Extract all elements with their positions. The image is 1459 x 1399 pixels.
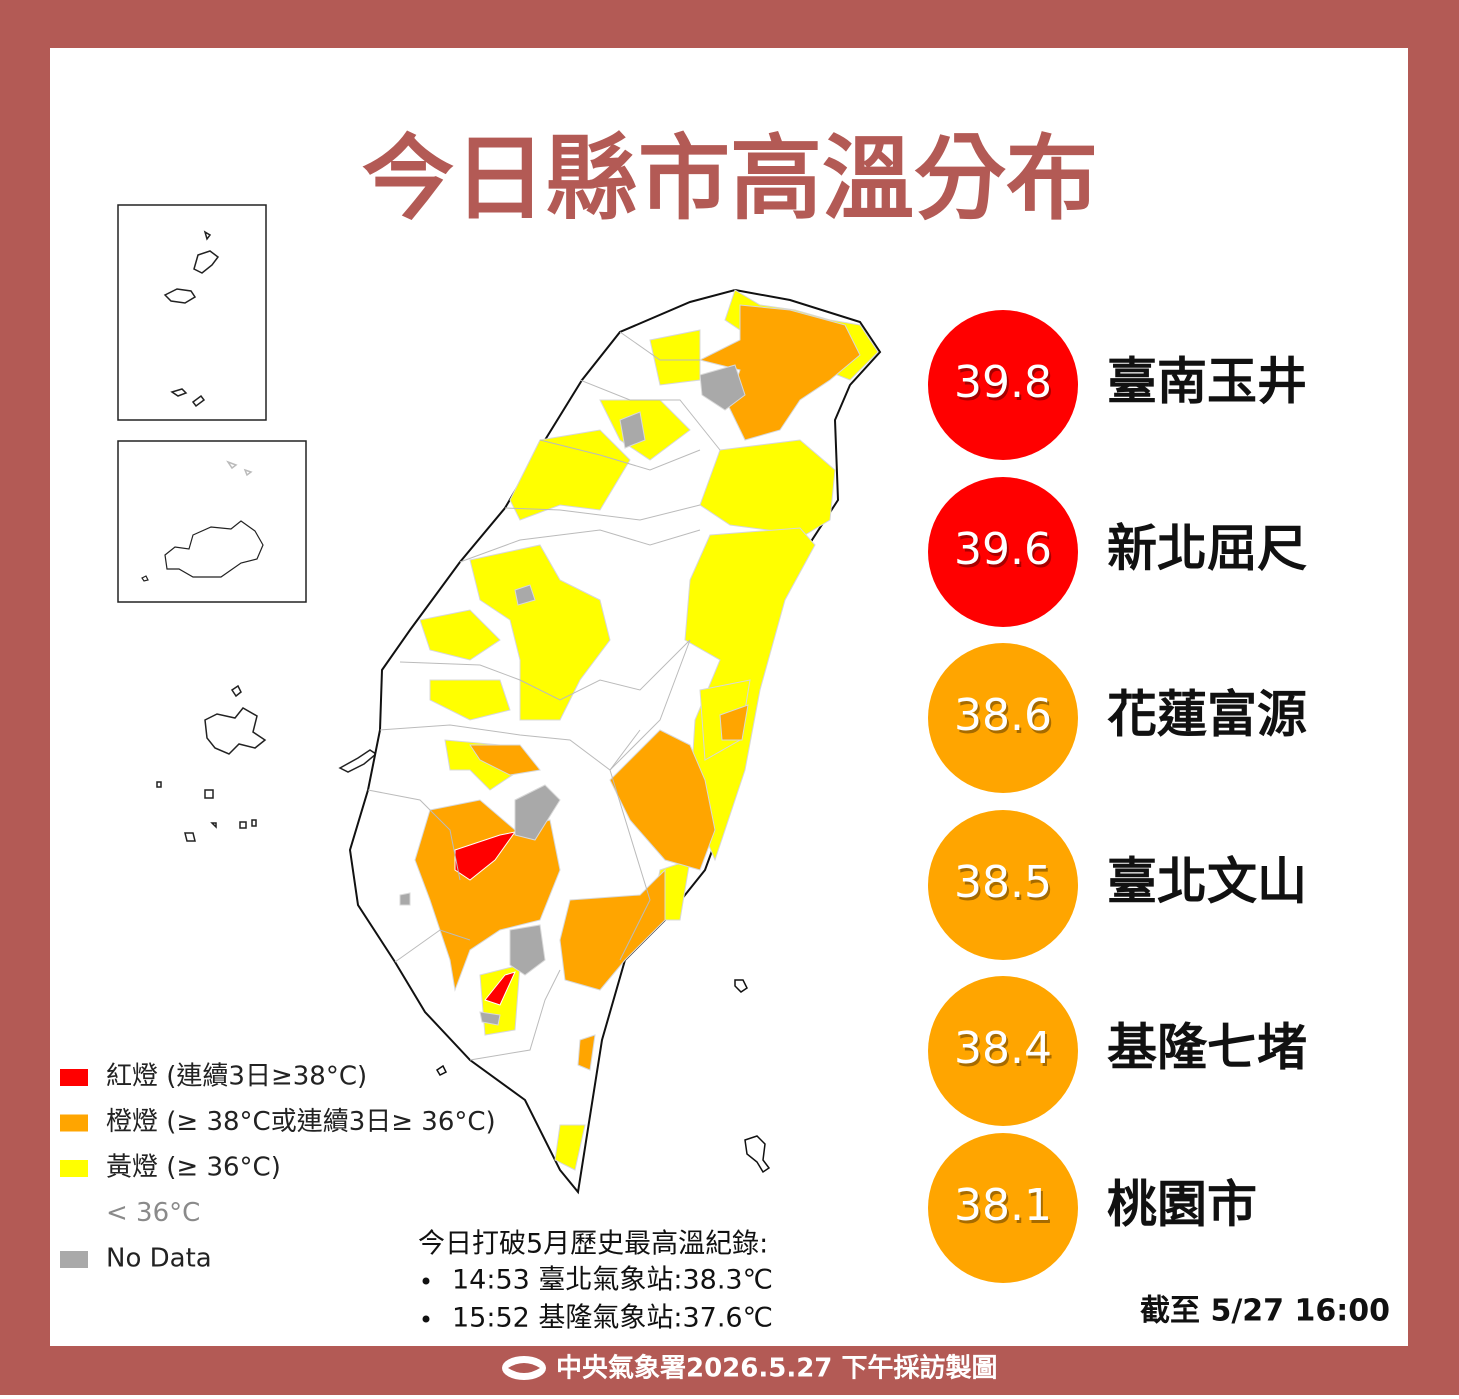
rank-name: 基隆七堵 [1107, 1019, 1307, 1077]
rank-badge [928, 976, 1078, 1126]
rank-badge [928, 810, 1078, 960]
rank-value: 38.6 [954, 690, 1052, 741]
records-heading: 今日打破5月歷史最高溫紀錄: [418, 1229, 768, 1260]
taiwan-map [348, 288, 882, 1195]
bullet [422, 1315, 430, 1323]
rank-shadow: 38.4 [956, 1026, 1054, 1077]
rank-name: 新北屈尺 [1107, 520, 1307, 578]
rank-name: 臺南玉井 [1107, 353, 1307, 411]
rank-badge [928, 1133, 1078, 1283]
legend-label: No Data [106, 1244, 212, 1274]
record-item: 15:52 基隆氣象站:37.6℃ [452, 1303, 773, 1334]
bullet [422, 1277, 430, 1285]
legend-swatch [60, 1069, 88, 1086]
footer: 中央氣象署2026.5.27 下午採訪製圖 [556, 1353, 997, 1384]
rank-value: 39.8 [954, 357, 1052, 408]
rank-badge [928, 310, 1078, 460]
penghu-islands [156, 684, 378, 842]
legend-swatch [60, 1114, 88, 1132]
legend-label: 橙燈 (≥ 38°C或連續3日≥ 36°C) [106, 1107, 496, 1137]
rank-badge [928, 477, 1078, 627]
rank-name: 桃園市 [1107, 1176, 1257, 1234]
records: 今日打破5月歷史最高溫紀錄: 14:53 臺北氣象站:38.3℃ 15:52 基… [418, 1229, 773, 1334]
legend-label: < 36°C [106, 1198, 200, 1228]
as-of: 截至 5/27 16:00 [1140, 1294, 1390, 1329]
rank-badge [928, 643, 1078, 793]
rank-value: 39.6 [954, 524, 1052, 575]
legend-label: 紅燈 (連續3日≥38°C) [106, 1062, 367, 1092]
legend-label: 黃燈 (≥ 36°C) [106, 1153, 281, 1183]
legend-swatch [60, 1160, 88, 1177]
legend: 紅燈 (連續3日≥38°C) 橙燈 (≥ 38°C或連續3日≥ 36°C) 黃燈 (… [60, 1062, 496, 1274]
rank-value: 38.1 [954, 1180, 1052, 1231]
record-item: 14:53 臺北氣象站:38.3℃ [452, 1265, 773, 1296]
rank-shadow: 38.6 [956, 693, 1054, 744]
rank-name: 花蓮富源 [1107, 686, 1307, 744]
footer-logo [502, 1356, 546, 1380]
rank-value: 38.5 [954, 857, 1052, 908]
title: 今日縣市高溫分布 [362, 125, 1098, 232]
legend-swatch [60, 1205, 88, 1223]
inset-maps [117, 204, 307, 603]
rank-shadow: 38.5 [956, 860, 1054, 911]
rank-shadow: 39.8 [956, 360, 1054, 411]
rank-shadow: 39.6 [956, 527, 1054, 578]
legend-swatch [60, 1251, 88, 1268]
rank-value: 38.4 [954, 1023, 1052, 1074]
rank-shadow: 38.1 [956, 1183, 1054, 1234]
rank-name: 臺北文山 [1107, 853, 1307, 911]
